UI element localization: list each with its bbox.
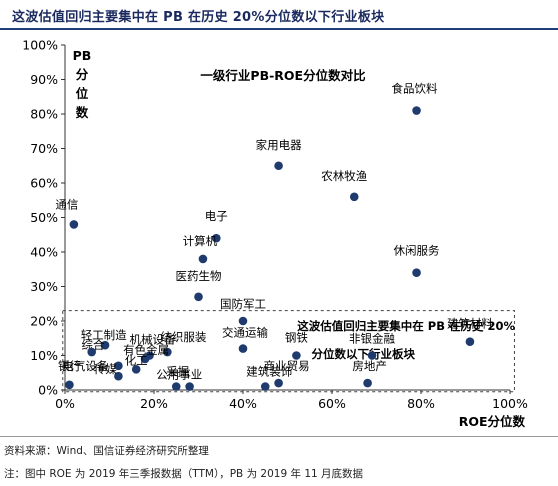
source-note: 资料来源：Wind、国信证券经济研究所整理 (4, 445, 209, 457)
data-point-label: 轻工制造 (81, 328, 127, 342)
x-axis-label: ROE分位数 (459, 414, 526, 429)
data-point-label: 钢铁 (285, 331, 308, 345)
footnote: 注：图中 ROE 为 2019 年三季报数据（TTM），PB 为 2019 年 … (4, 468, 364, 480)
y-tick-label: 30% (30, 279, 58, 294)
data-point-label: 通信 (55, 197, 78, 211)
data-point (163, 347, 172, 357)
data-point (292, 351, 301, 360)
data-point-label: 采掘 (166, 365, 189, 379)
x-tick-label: 20% (140, 396, 168, 411)
data-point (194, 292, 203, 302)
data-point (274, 161, 283, 171)
data-point-label: 电子 (205, 209, 228, 223)
data-point (412, 106, 421, 115)
page-title: 这波估值回归主要集中在 PB 在历史 20%分位数以下行业板块 (12, 10, 385, 25)
data-point-label: 电气设备 (62, 359, 108, 373)
chart-axes: 0% 10% 20% 30% 40% 50% 60% 70% 80% 90% 100% 0% 20% 40… (22, 38, 528, 430)
x-tick-label: 40% (229, 396, 257, 411)
data-point-label: 交通运输 (222, 326, 268, 340)
y-tick-label: 0% (38, 383, 58, 398)
data-point-label: 医药生物 (176, 269, 222, 283)
data-point (412, 268, 421, 278)
data-point (349, 192, 359, 202)
highlight-box-border (62, 310, 515, 393)
y-tick-label: 80% (30, 107, 58, 122)
data-point (363, 378, 372, 388)
data-point (367, 351, 377, 360)
data-point-label: 食品饮料 (392, 82, 438, 96)
x-tick-label: 60% (318, 396, 346, 411)
highlight-box (62, 310, 515, 393)
data-point (198, 254, 208, 264)
data-point-label: 综合 (82, 338, 105, 352)
y-tick-label: 100% (22, 38, 58, 53)
y-tick-label: 10% (30, 348, 58, 363)
data-point (171, 382, 181, 391)
x-tick-label: 0% (55, 396, 75, 411)
title-underline (0, 28, 558, 30)
data-point-label: 有色金属 (123, 343, 169, 357)
data-point-label: 银行 (58, 359, 81, 373)
data-point (87, 347, 96, 357)
data-point-label: 房地产 (352, 359, 387, 373)
scatter-points: 食品饮料家用电器农林牧渔通信电子计算机休闲服务医药生物国防军工建筑材料综合轻工制… (55, 82, 493, 391)
chart-title: 一级行业PB-ROE分位数对比 (200, 68, 366, 83)
y-axis-label: PB 分位数 (73, 48, 92, 120)
data-point-label: 机械设备 (130, 333, 176, 347)
data-point-label: 家用电器 (256, 138, 302, 152)
data-point (465, 337, 475, 347)
y-tick-label: 40% (30, 245, 58, 260)
data-point-label: 国防军工 (220, 297, 266, 311)
data-point (212, 233, 221, 243)
data-point-label: 休闲服务 (394, 244, 440, 258)
data-point (131, 365, 141, 374)
data-point (65, 380, 74, 390)
box-annotation-line-1: 这波估值回归主要集中在 PB 在历史 20% (297, 319, 515, 333)
data-point-label: 非银金融 (349, 332, 395, 346)
data-point-label: 农林牧渔 (321, 169, 367, 183)
y-tick-label: 20% (30, 314, 58, 329)
x-tick-label: 100% (492, 396, 528, 411)
data-point-label: 建筑装饰 (246, 365, 292, 379)
y-tick-label: 70% (30, 141, 58, 156)
box-annotation-line-2: 分位数以下行业板块 (312, 347, 416, 361)
y-tick-label: 50% (30, 210, 58, 225)
y-tick-label: 60% (30, 176, 58, 191)
data-point (260, 382, 270, 391)
data-point (274, 378, 283, 388)
data-point-label: 公用事业 (156, 368, 202, 382)
data-point (114, 361, 123, 371)
pb-roe-scatter-chart: 0% 10% 20% 30% 40% 50% 60% 70% 80% 90% 100% 0% 20% 40… (22, 38, 528, 430)
data-point-label: 建筑材料 (447, 317, 493, 331)
data-point (100, 340, 110, 350)
x-tick-label: 80% (407, 396, 435, 411)
footer-divider (0, 436, 558, 437)
data-point-label: 化工 (125, 353, 148, 367)
data-point (238, 316, 248, 326)
data-point (140, 354, 150, 364)
data-point (114, 371, 123, 381)
data-point (185, 382, 194, 391)
data-point (238, 344, 248, 353)
data-point (69, 220, 79, 229)
chart-annotations: 这波估值回归主要集中在 PB 在历史 20% 分位数以下行业板块 (297, 319, 515, 361)
data-point-label: 纺织服装 (160, 330, 206, 344)
y-tick-label: 90% (30, 72, 58, 87)
data-point-label: 计算机 (183, 234, 218, 248)
data-point-label: 商业贸易 (264, 359, 310, 373)
data-point-label: 传媒 (94, 362, 117, 376)
